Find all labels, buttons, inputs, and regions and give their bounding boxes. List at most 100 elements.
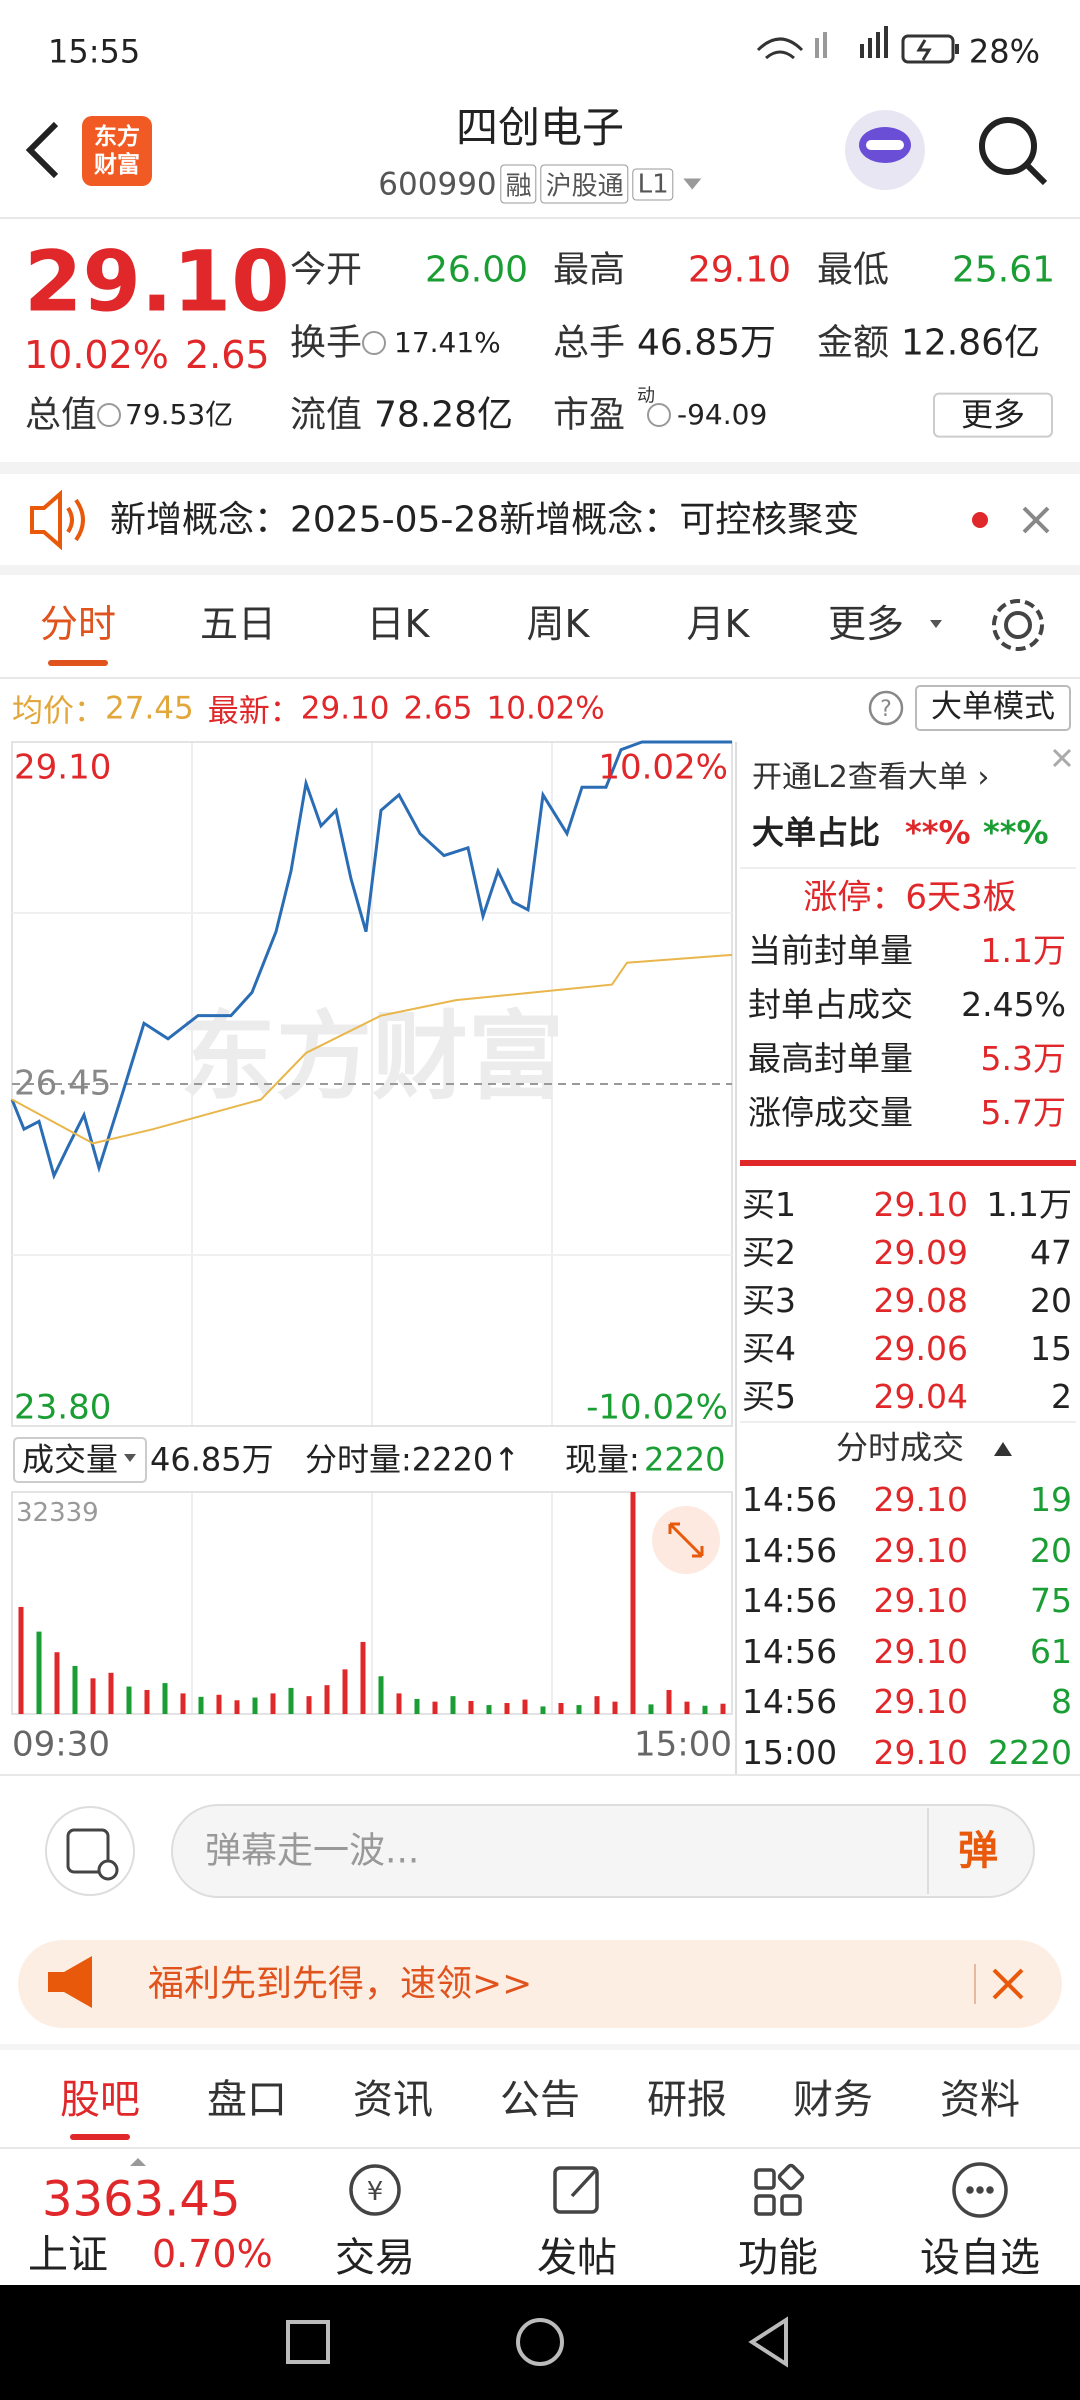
change-pct: 10.02%: [24, 333, 169, 378]
sub-tab[interactable]: 资讯: [353, 2077, 433, 2123]
avatar-icon[interactable]: [845, 110, 925, 190]
stat-label: 总值: [25, 394, 98, 436]
help-icon[interactable]: [868, 690, 904, 726]
panel-close[interactable]: [1052, 748, 1072, 768]
volume-bar: [558, 1703, 564, 1714]
dropdown-arrow[interactable]: [683, 178, 702, 190]
bid-label: 买4: [742, 1329, 796, 1369]
sub-tab[interactable]: 财务: [793, 2077, 873, 2123]
volume-bar: [342, 1669, 348, 1714]
volume-bar: [684, 1701, 690, 1714]
comment-input[interactable]: [171, 1804, 1035, 1898]
stat-label: 最高: [553, 249, 626, 291]
avg-label: 均价：: [12, 693, 105, 730]
bid-label: 买2: [742, 1233, 796, 1273]
limit-bar: [740, 1160, 1076, 1166]
danmaku-button[interactable]: 弹: [958, 1828, 998, 1874]
help-mark[interactable]: 大单模式: [931, 689, 1055, 726]
limit-status: 涨停：6天3板: [803, 877, 1017, 918]
limit-row-label: 封单占成交: [748, 985, 913, 1025]
stat-value: 17.41%: [394, 325, 501, 359]
tab[interactable]: 日K: [366, 602, 430, 647]
bid-volume: 1.1万: [986, 1185, 1072, 1225]
index-value: 3363.45: [42, 2171, 241, 2228]
nav-back[interactable]: [748, 2316, 788, 2368]
banner-text[interactable]: 福利先到先得，速领>>: [148, 1963, 533, 2005]
l2-link[interactable]: 开通L2查看大单 ›: [752, 759, 990, 795]
mode-button-frame[interactable]: [915, 685, 1071, 731]
sub-tab[interactable]: 研报: [647, 2077, 727, 2123]
tab[interactable]: 五日: [199, 602, 277, 647]
trade-price: 29.10: [873, 1480, 968, 1520]
badge: 沪股通: [540, 164, 629, 204]
trade-volume: 20: [1030, 1530, 1072, 1570]
dropdown-arrow: [930, 620, 942, 628]
status-time: 15:55: [48, 32, 141, 71]
trade-time: 14:56: [742, 1682, 838, 1722]
banner-bg[interactable]: [18, 1940, 1062, 2028]
close-icon[interactable]: [1022, 506, 1050, 534]
volume-bar: [612, 1701, 618, 1714]
bottom-item[interactable]: 设自选: [920, 2235, 1040, 2281]
settings-icon[interactable]: [992, 599, 1044, 651]
sub-tab[interactable]: 股吧: [60, 2077, 140, 2123]
trades-title: 分时成交: [835, 1428, 965, 1467]
tab[interactable]: 周K: [526, 602, 590, 647]
trade-time: 14:56: [742, 1581, 838, 1621]
sub-tab[interactable]: 盘口: [207, 2077, 287, 2123]
volume-title[interactable]: 成交量: [22, 1440, 119, 1479]
close-icon[interactable]: [992, 1968, 1024, 2000]
stat-label: 金额: [817, 322, 890, 364]
change: 2.65: [185, 333, 270, 378]
trade-time: 15:00: [742, 1732, 838, 1772]
nav-home[interactable]: [516, 2318, 564, 2366]
sub-tab[interactable]: 资料: [940, 2077, 1020, 2123]
stat-value: 29.10: [687, 249, 791, 291]
bottom-item[interactable]: 发帖: [537, 2235, 617, 2281]
change-pct: 10.02%: [486, 690, 605, 726]
nav-recent[interactable]: [286, 2320, 330, 2364]
separator: [0, 565, 1080, 575]
stat-value: -94.09: [677, 397, 768, 431]
last-label: 最新：: [207, 693, 301, 730]
trade-volume: 2220: [988, 1732, 1072, 1772]
more-button[interactable]: 更多: [932, 392, 1054, 438]
tab-underline: [48, 660, 108, 666]
bid-volume: 15: [1030, 1329, 1072, 1369]
stat-value: 79.53亿: [125, 397, 234, 431]
comment-icon[interactable]: [45, 1806, 135, 1896]
volume-bar: [396, 1693, 402, 1714]
bottom-item[interactable]: 功能: [738, 2235, 818, 2281]
stat-value: 12.86亿: [901, 322, 1041, 364]
comment-placeholder[interactable]: 弹幕走一波...: [205, 1830, 420, 1872]
trade-price: 29.10: [873, 1682, 968, 1722]
tab[interactable]: 更多: [827, 602, 905, 647]
info-icon: [647, 403, 671, 427]
volume-bar: [108, 1672, 114, 1714]
volume-bar: [540, 1706, 546, 1714]
back-icon[interactable]: [25, 121, 59, 179]
sub-tab[interactable]: 公告: [500, 2077, 580, 2123]
volume-select-frame[interactable]: [13, 1437, 147, 1483]
tab[interactable]: 分时: [39, 602, 117, 647]
bid-price: 29.04: [873, 1377, 968, 1417]
time-tick-label: 15:00: [634, 1724, 732, 1765]
bid-price: 29.06: [873, 1329, 968, 1369]
volume-bar: [288, 1687, 294, 1714]
limit-row-label: 最高封单量: [748, 1039, 913, 1079]
average-line: [11, 953, 733, 1145]
watermark: 东方财富: [180, 1001, 564, 1113]
logo-text: 东方: [94, 123, 140, 150]
stat-value: 25.61: [951, 249, 1055, 291]
search-icon[interactable]: [979, 117, 1048, 186]
stock-title: 四创电子: [455, 102, 625, 152]
bottom-item[interactable]: 交易: [335, 2235, 415, 2281]
price: 29.10: [24, 232, 290, 331]
volume-bar: [594, 1696, 600, 1714]
info-icon: [362, 331, 386, 355]
tab[interactable]: 月K: [686, 602, 750, 647]
stat-value: 26.00: [424, 249, 528, 291]
stat-label: 今开: [290, 249, 363, 291]
expand-icon[interactable]: [652, 1506, 720, 1574]
volume-frame: [11, 1491, 733, 1715]
